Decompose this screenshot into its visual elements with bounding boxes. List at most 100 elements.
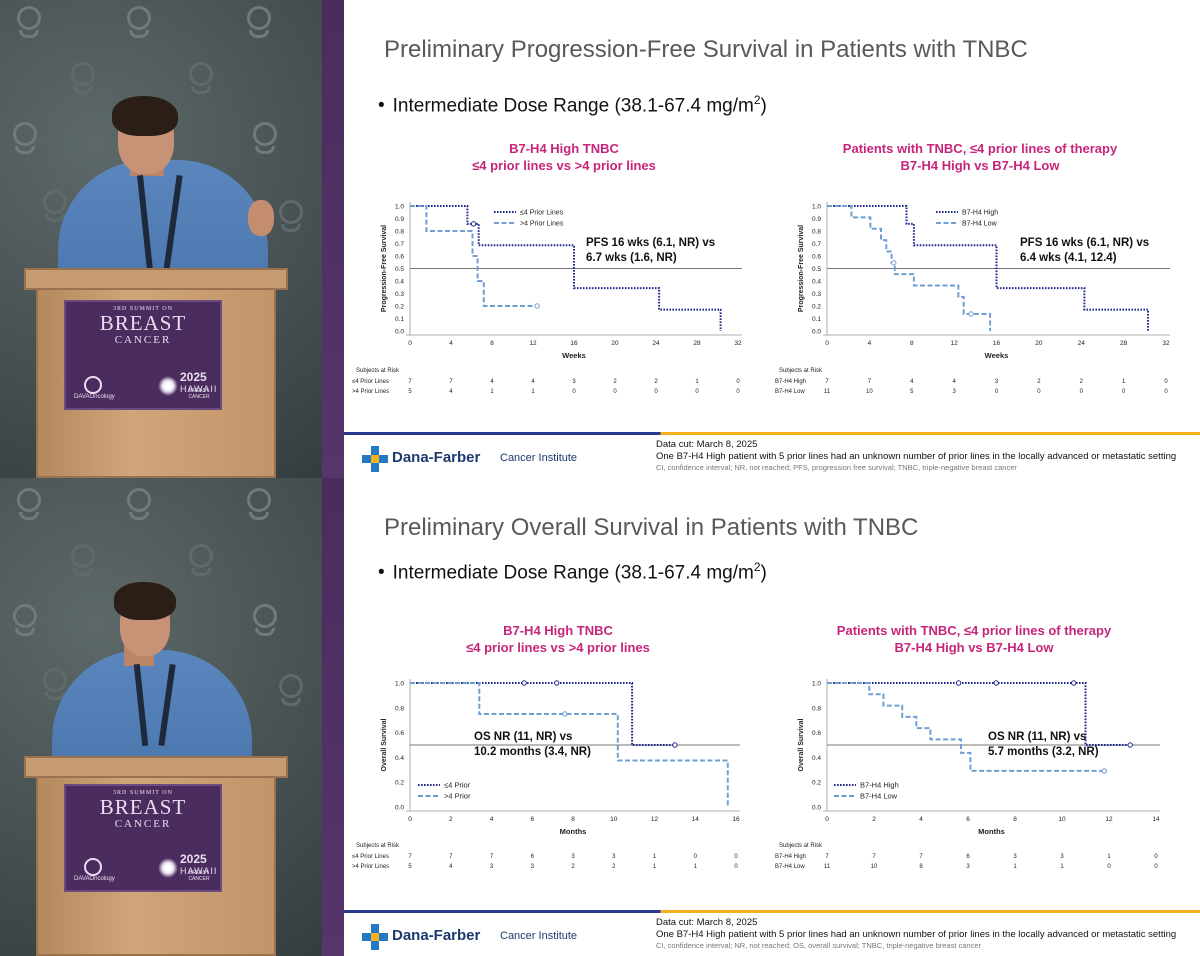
risk-count: 5 [910,389,914,395]
wall-logo-icon [250,122,280,156]
y-tick-label: 1.0 [395,204,404,211]
x-tick-label: 16 [993,340,1001,347]
chart-heading-line-2: B7-H4 High vs B7-H4 Low [894,640,1054,655]
risk-count: 2 [1037,379,1041,385]
risk-count: 3 [952,389,956,395]
risk-count: 1 [1060,864,1064,870]
risk-count: 2 [654,379,658,385]
median-annotation: 6.4 wks (4.1, 12.4) [1020,252,1117,264]
risk-count: 1 [695,379,699,385]
wall-logo-icon [250,604,280,638]
wall-logo-icon [186,544,216,578]
km-chart-os-prior-lines: 0.00.20.40.60.81.00 2 4 6 8 10 12 14 16MonthsOve… [352,679,740,870]
censor-mark [521,680,527,686]
chart-heading-os-prior-lines: B7-H4 High TNBC ≤4 prior lines vs >4 pri… [398,622,718,656]
risk-count: 11 [824,864,831,870]
chart-heading-pfs-b7h4: Patients with TNBC, ≤4 prior lines of th… [800,140,1160,174]
risk-count: 0 [1164,379,1168,385]
median-annotation: PFS 16 wks (6.1, NR) vs [1020,237,1149,249]
median-annotation: PFS 16 wks (6.1, NR) vs [586,237,715,249]
chart-heading-line-1: Patients with TNBC, ≤4 prior lines of th… [842,141,1118,156]
risk-count: 7 [449,379,453,385]
y-axis-label: Progression-Free Survival [381,225,388,312]
y-tick-label: 0.6 [812,254,821,261]
x-tick-label: 10 [610,816,618,823]
footnote-data-cut: Data cut: March 8, 2025 [656,439,758,450]
x-tick-label: 8 [571,816,575,823]
wall-logo-icon [124,6,154,40]
x-tick-label: 8 [490,340,494,347]
risk-count: 7 [490,854,494,860]
wall-logo-icon [186,62,216,96]
risk-count: 3 [572,379,576,385]
censor-mark [1127,742,1133,748]
legend-label: B7-H4 Low [962,221,998,228]
risk-count: 3 [571,854,575,860]
median-annotation: 10.2 months (3.4, NR) [474,746,591,758]
hawaii-year: 2025 [180,852,207,866]
risk-count: 0 [1037,389,1041,395]
risk-table-title: Subjects at Risk [356,368,400,374]
sign-cancer-text: CANCER [114,334,172,346]
risk-count: 2 [612,864,616,870]
slide-bullet: • Intermediate Dose Range (38.1-67.4 mg/m… [378,560,767,584]
risk-count: 0 [572,389,576,395]
y-tick-label: 0.8 [395,705,404,712]
y-tick-label: 0.0 [812,329,821,336]
median-annotation: OS NR (11, NR) vs [988,731,1086,743]
chart-heading-os-b7h4: Patients with TNBC, ≤4 prior lines of th… [794,622,1154,656]
bullet-superscript: 2 [753,560,761,574]
risk-table-title: Subjects at Risk [356,843,400,849]
risk-count: 0 [695,389,699,395]
risk-count: 1 [531,389,535,395]
median-annotation: OS NR (11, NR) vs [474,731,572,743]
y-tick-label: 0.7 [395,241,404,248]
risk-count: 1 [653,854,657,860]
censor-mark [554,680,560,686]
risk-count: 0 [1164,389,1168,395]
km-series-line-1 [410,205,538,307]
x-tick-label: 4 [868,340,872,347]
risk-count: 3 [531,864,535,870]
panel-divider [322,478,344,956]
y-tick-label: 0.8 [812,705,821,712]
risk-count: 1 [1013,864,1017,870]
x-tick-label: 0 [408,816,412,823]
x-axis-label: Months [978,827,1005,836]
dava-text: DAVAOncology [74,394,115,400]
km-chart-os-b7h4: 0.00.20.40.60.81.00 2 4 6 8 10 12 14MonthsOvera… [775,679,1160,870]
y-tick-label: 0.8 [812,229,821,236]
podium-top [24,756,288,778]
censor-mark [672,742,678,748]
legend-label: ≤4 Prior [444,781,471,790]
censor-mark [993,680,999,686]
censor-mark [534,303,540,309]
risk-count: 5 [408,389,412,395]
wall-logo-icon [68,544,98,578]
y-tick-label: 0.4 [812,755,821,762]
pfs-slide: Preliminary Progression-Free Survival in… [344,0,1200,478]
hawaii-year: 2025 [180,370,207,384]
y-tick-label: 0.2 [812,304,821,311]
hawaii-text: HAWAII [180,866,218,876]
risk-count: 1 [490,389,494,395]
risk-count: 11 [824,389,831,395]
hawaii-sub-text: BREAST CANCER [188,388,210,400]
risk-count: 3 [1060,854,1064,860]
x-tick-label: 2 [872,816,876,823]
risk-count: 0 [734,854,738,860]
dava-logo-icon [84,376,102,394]
censor-mark [968,311,974,317]
y-tick-label: 0.9 [812,216,821,223]
chart-heading-line-2: ≤4 prior lines vs >4 prior lines [466,640,650,655]
x-tick-label: 24 [652,340,660,347]
slide-title: Preliminary Progression-Free Survival in… [384,36,1028,63]
x-tick-label: 14 [1152,816,1160,823]
os-slide: Preliminary Overall Survival in Patients… [344,478,1200,956]
org-name: Dana-Farber [392,927,481,944]
footnote-abbreviations: CI, confidence interval; NR, not reached… [656,941,982,950]
hawaii-text: HAWAII [180,384,218,394]
risk-count: 1 [694,864,698,870]
x-tick-label: 0 [825,816,829,823]
risk-count: 4 [490,379,494,385]
